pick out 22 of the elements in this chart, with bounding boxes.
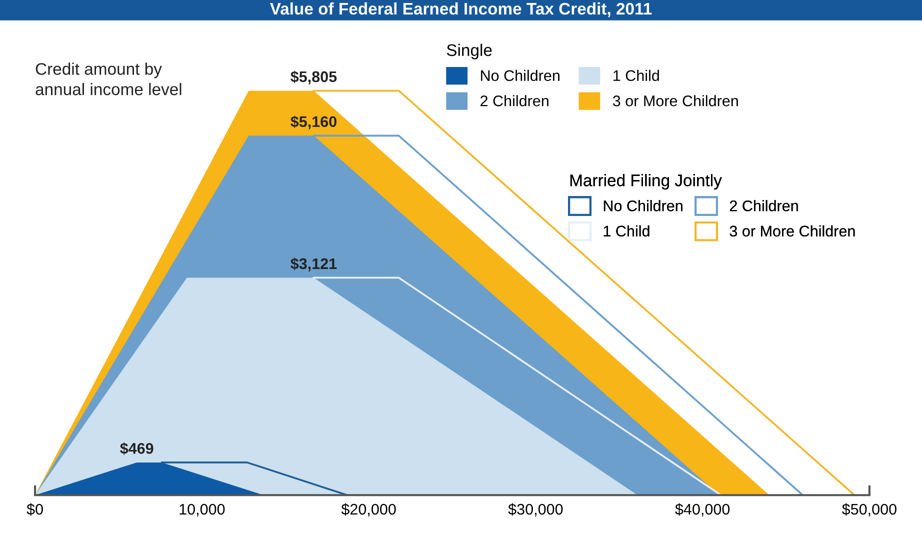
legend-label: 1 Child — [604, 225, 650, 237]
data-label: $469 — [120, 442, 154, 455]
annotation: Married Filing Jointly — [570, 174, 722, 190]
legend-label: 1 Child — [614, 70, 659, 82]
x-tick-label: $40,000 — [675, 503, 730, 516]
x-tick-label: $0 — [26, 503, 43, 516]
legend-label: 3 or More Children — [612, 95, 738, 106]
data-label: $3,121 — [290, 258, 337, 272]
x-tick-label: $20,000 — [341, 503, 396, 516]
y-axis-title: Credit amount by annual income level — [36, 62, 182, 96]
legend-label: 2 Children — [480, 95, 548, 106]
legend-label: No Children — [604, 200, 682, 212]
legend-label: 2 Children — [730, 200, 798, 212]
legend-title: Single — [446, 44, 492, 60]
legend-label: No Children — [481, 70, 560, 82]
x-tick-label: $30,000 — [508, 503, 563, 516]
data-label: $5,160 — [290, 116, 336, 130]
legend-label: 3 or More Children — [730, 225, 855, 237]
x-tick-label: 10,000 — [180, 504, 225, 516]
chart-title: Value of Federal Earned Income Tax Credit, 2011 — [270, 2, 652, 18]
data-label: $5,805 — [290, 70, 337, 84]
x-tick-label: $50,000 — [842, 503, 896, 516]
